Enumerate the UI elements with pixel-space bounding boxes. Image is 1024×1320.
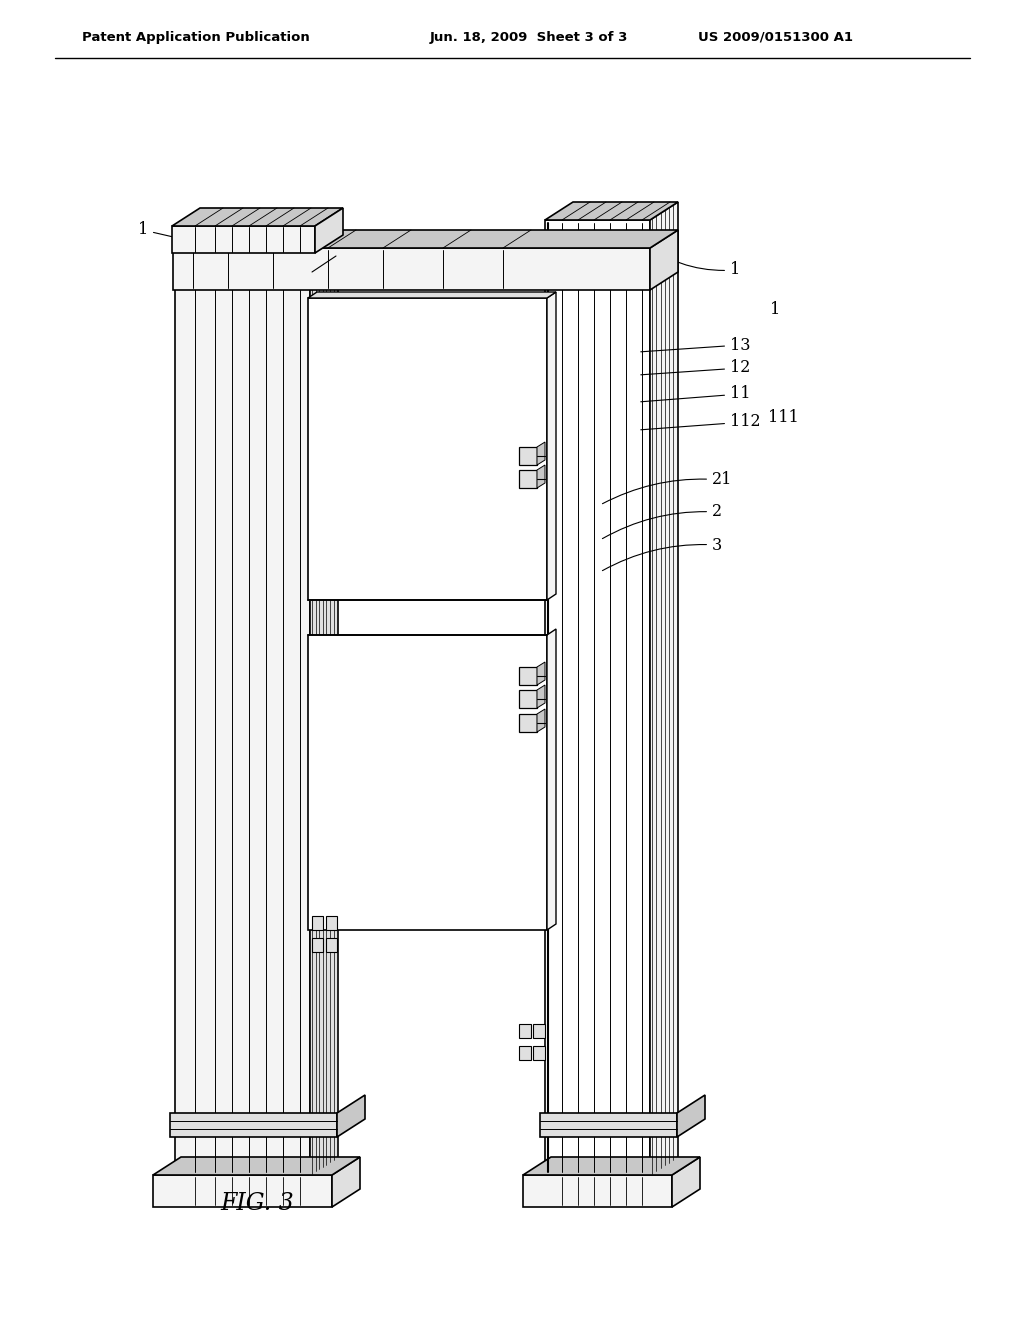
Text: 1: 1	[138, 222, 227, 249]
Polygon shape	[537, 709, 545, 733]
Polygon shape	[312, 939, 323, 952]
Polygon shape	[545, 220, 650, 1175]
Text: 13: 13	[641, 337, 751, 354]
Polygon shape	[534, 1045, 545, 1060]
Polygon shape	[537, 685, 545, 708]
Polygon shape	[547, 292, 556, 601]
Polygon shape	[332, 1158, 360, 1206]
Text: 1: 1	[642, 242, 740, 279]
Polygon shape	[308, 635, 547, 931]
Text: Jun. 18, 2009  Sheet 3 of 3: Jun. 18, 2009 Sheet 3 of 3	[430, 30, 629, 44]
Polygon shape	[519, 690, 537, 708]
Polygon shape	[175, 265, 310, 1175]
Text: Patent Application Publication: Patent Application Publication	[82, 30, 309, 44]
Polygon shape	[172, 226, 315, 253]
Polygon shape	[326, 939, 337, 952]
Polygon shape	[534, 1024, 545, 1038]
Text: 12: 12	[641, 359, 751, 376]
Polygon shape	[519, 1024, 531, 1038]
Text: 112: 112	[641, 413, 761, 430]
Polygon shape	[523, 1175, 672, 1206]
Polygon shape	[153, 1175, 332, 1206]
Polygon shape	[519, 667, 537, 685]
Polygon shape	[337, 1096, 365, 1137]
Polygon shape	[523, 1158, 700, 1175]
Polygon shape	[537, 663, 545, 685]
Polygon shape	[672, 1158, 700, 1206]
Polygon shape	[308, 298, 547, 601]
Polygon shape	[519, 470, 537, 488]
Polygon shape	[175, 247, 338, 265]
Polygon shape	[545, 202, 678, 220]
Polygon shape	[519, 447, 537, 465]
Polygon shape	[326, 916, 337, 931]
Text: 111: 111	[768, 408, 799, 425]
Polygon shape	[650, 230, 678, 290]
Text: FIG. 3: FIG. 3	[220, 1192, 294, 1216]
Polygon shape	[540, 1113, 677, 1137]
Text: 11: 11	[641, 385, 751, 403]
Text: 2: 2	[602, 503, 722, 539]
Polygon shape	[310, 247, 338, 1175]
Polygon shape	[170, 1113, 337, 1137]
Polygon shape	[677, 1096, 705, 1137]
Polygon shape	[650, 202, 678, 1175]
Text: 21: 21	[602, 471, 732, 504]
Polygon shape	[315, 209, 343, 253]
Text: US 2009/0151300 A1: US 2009/0151300 A1	[698, 30, 853, 44]
Polygon shape	[312, 916, 323, 931]
Polygon shape	[537, 465, 545, 488]
Polygon shape	[173, 230, 678, 248]
Text: 1: 1	[770, 301, 780, 318]
Polygon shape	[519, 714, 537, 733]
Polygon shape	[547, 630, 556, 931]
Polygon shape	[308, 292, 556, 298]
Polygon shape	[173, 248, 650, 290]
Polygon shape	[537, 442, 545, 465]
Text: 3: 3	[602, 536, 722, 570]
Polygon shape	[519, 1045, 531, 1060]
Polygon shape	[172, 209, 343, 226]
Polygon shape	[153, 1158, 360, 1175]
